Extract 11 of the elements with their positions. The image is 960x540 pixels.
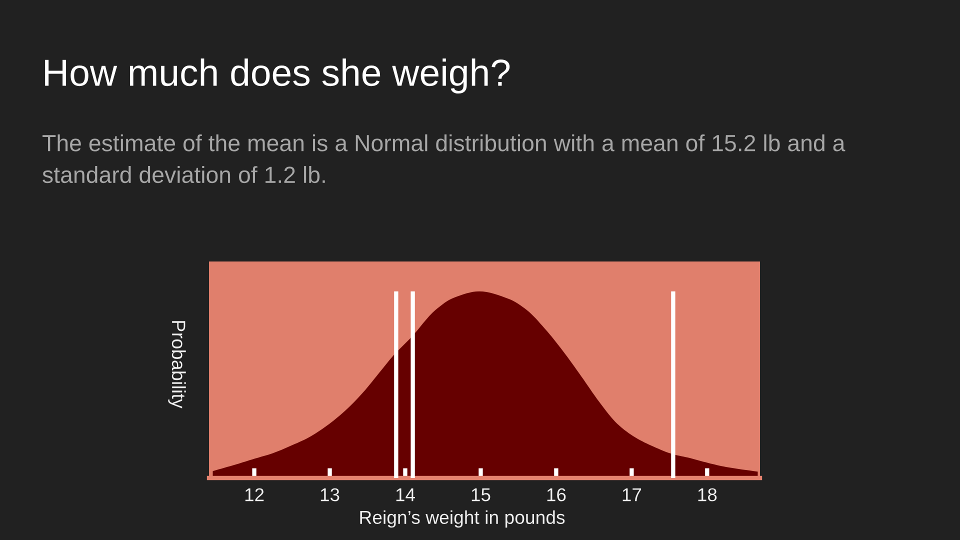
x-tick-label: 16 xyxy=(547,488,566,502)
x-tick-label: 13 xyxy=(320,488,340,502)
x-tick-label: 14 xyxy=(396,488,415,502)
y-axis-title: Probability xyxy=(168,321,186,408)
x-tick-label: 12 xyxy=(245,488,264,502)
x-tick-label: 17 xyxy=(622,488,642,502)
chart-title: How much does she weigh? xyxy=(45,58,510,94)
x-axis-title: Reign’s weight in pounds xyxy=(360,510,565,528)
chart-subtitle: The estimate of the mean is a Normal distribution with a mean of 15.2 lb and a standard deviation of 1.2 lb. xyxy=(42,134,846,184)
x-tick-label: 15 xyxy=(472,488,490,502)
x-tick-label: 18 xyxy=(698,488,717,502)
